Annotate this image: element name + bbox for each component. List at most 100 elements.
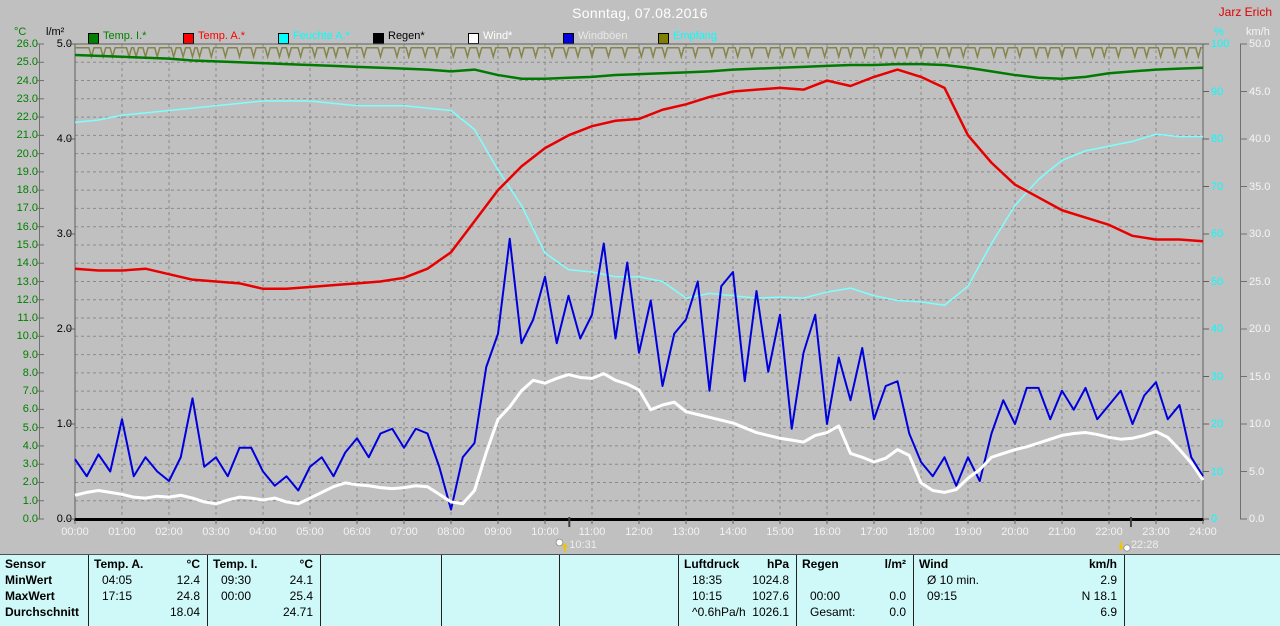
moon-set-icon (1117, 542, 1131, 552)
c-tick-label: 9.0 (22, 348, 38, 361)
x-tick-label: 05:00 (296, 526, 324, 538)
c-tick-label: 24.0 (16, 74, 38, 87)
kmh-tick-label: 45.0 (1249, 85, 1271, 98)
c-tick-label: 8.0 (22, 366, 38, 379)
table-cell-value: 24.71 (282, 605, 313, 619)
table-sensor-unit: °C (186, 557, 200, 571)
x-tick-label: 07:00 (390, 526, 418, 538)
table-divider (320, 555, 321, 626)
pct-tick-label: 90 (1211, 85, 1224, 98)
c-tick-label: 7.0 (22, 385, 38, 398)
c-tick-label: 14.0 (16, 257, 38, 270)
x-tick-label: 13:00 (672, 526, 700, 538)
table-cell-time: 10:15 (692, 589, 723, 603)
moon-set-marker: 22:28 (1117, 538, 1158, 552)
legend-label-7: Empfang (673, 30, 718, 42)
lm2-tick-label: 1.0 (56, 418, 72, 430)
c-tick-label: 13.0 (16, 275, 38, 288)
c-tick-label: 0.0 (22, 513, 38, 525)
kmh-tick-label: 35.0 (1249, 180, 1271, 193)
table-cell-time: Gesamt: (810, 605, 856, 619)
c-tick-label: 20.0 (16, 147, 38, 160)
pct-tick-label: 30 (1211, 370, 1224, 383)
pct-tick-label: 20 (1211, 418, 1224, 430)
table-cell-value: 0.0 (889, 589, 906, 603)
x-tick-label: 10:00 (531, 526, 559, 538)
table-divider (913, 555, 914, 626)
axis-unit-celsius: °C (14, 26, 27, 38)
table-divider (678, 555, 679, 626)
c-tick-label: 18.0 (16, 184, 38, 197)
pct-tick-label: 10 (1211, 465, 1224, 478)
table-sensor-name: Temp. A. (94, 557, 144, 571)
lm2-tick-label: 4.0 (56, 133, 72, 145)
table-divider (796, 555, 797, 626)
lm2-tick-label: 5.0 (56, 38, 72, 50)
x-tick-label: 02:00 (155, 526, 183, 538)
table-cell-time: ^0.6hPa/h (692, 605, 746, 619)
c-tick-label: 21.0 (16, 129, 38, 142)
c-tick-label: 3.0 (22, 458, 38, 471)
table-cell-time: 18:35 (692, 573, 723, 587)
series-temp_a (74, 68, 1204, 291)
c-tick-label: 1.0 (22, 494, 38, 507)
x-tick-label: 22:00 (1095, 526, 1123, 538)
c-tick-label: 26.0 (16, 38, 38, 50)
table-cell-value: 2.9 (1100, 573, 1117, 587)
table-cell-time: Ø 10 min. (927, 573, 980, 587)
legend-label-5: Wind* (483, 30, 513, 42)
table-row-label: Sensor (5, 557, 46, 571)
moon-marker-time: 10:31 (569, 539, 597, 551)
x-tick-label: 04:00 (249, 526, 277, 538)
moon-rise-icon (555, 538, 569, 552)
series-windboeen (74, 237, 1204, 511)
series-wind (74, 372, 1205, 506)
pct-tick-label: 50 (1211, 275, 1224, 288)
c-tick-label: 17.0 (16, 202, 38, 215)
c-tick-label: 4.0 (22, 439, 38, 452)
table-row-label: MinWert (5, 573, 53, 587)
legend-label-6: Windböen (578, 30, 628, 42)
kmh-tick-label: 25.0 (1249, 275, 1271, 288)
table-divider (88, 555, 89, 626)
c-tick-label: 22.0 (16, 111, 38, 124)
kmh-tick-label: 5.0 (1249, 465, 1265, 478)
pct-tick-label: 40 (1211, 323, 1224, 335)
legend-label-2: Temp. A.* (198, 30, 246, 42)
table-divider (1124, 555, 1125, 626)
c-tick-label: 16.0 (16, 220, 38, 233)
x-tick-label: 14:00 (719, 526, 747, 538)
c-tick-label: 2.0 (22, 476, 38, 489)
axis-unit-kmh: km/h (1246, 26, 1270, 38)
series-temp_i (74, 53, 1204, 80)
table-cell-value: 1024.8 (752, 573, 789, 587)
table-sensor-name: Temp. I. (213, 557, 258, 571)
page-title: Sonntag, 07.08.2016 (572, 5, 708, 21)
x-tick-label: 21:00 (1048, 526, 1076, 538)
table-row-label: Durchschnitt (5, 605, 80, 619)
x-tick-label: 24:00 (1189, 526, 1217, 538)
table-divider (559, 555, 560, 626)
lm2-tick-label: 0.0 (56, 513, 72, 525)
kmh-tick-label: 10.0 (1249, 418, 1271, 430)
table-sensor-unit: l/m² (884, 557, 906, 571)
legend-label-3: Feuchte A.* (293, 30, 350, 42)
x-tick-label: 15:00 (766, 526, 794, 538)
table-cell-value: 24.8 (176, 589, 200, 603)
x-tick-label: 20:00 (1001, 526, 1029, 538)
table-cell-time: 00:00 (810, 589, 841, 603)
table-sensor-name: Regen (802, 557, 839, 571)
c-tick-label: 11.0 (17, 312, 38, 325)
table-cell-time: 09:15 (927, 589, 958, 603)
table-cell-value: 0.0 (889, 605, 906, 619)
c-tick-label: 19.0 (16, 165, 38, 178)
c-tick-label: 15.0 (16, 238, 38, 251)
c-tick-label: 23.0 (16, 92, 38, 105)
kmh-tick-label: 40.0 (1249, 133, 1271, 145)
watermark-author: Jarz Erich (1218, 5, 1272, 19)
x-tick-label: 23:00 (1142, 526, 1170, 538)
table-sensor-name: Luftdruck (684, 557, 740, 571)
x-tick-label: 06:00 (343, 526, 371, 538)
pct-tick-label: 80 (1211, 133, 1224, 145)
